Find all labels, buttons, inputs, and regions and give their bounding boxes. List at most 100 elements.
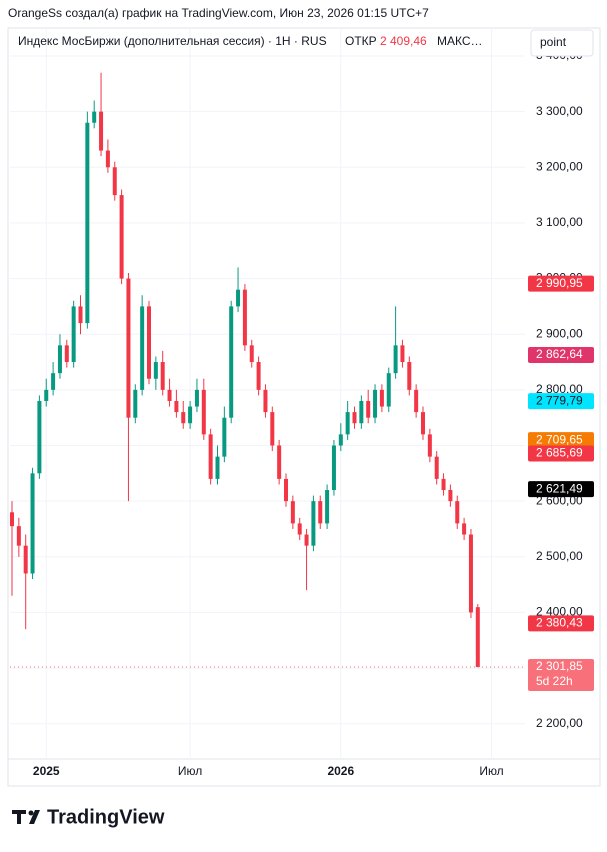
y-tick-label: 2 500,00 [536,549,583,563]
price-badge-label: 2 990,95 [536,276,583,290]
y-tick-label: 3 100,00 [536,215,583,229]
candle-body [304,534,309,546]
price-badge [528,275,594,292]
candle-body [188,406,193,424]
candle-body [366,400,371,418]
candle-body [64,345,69,363]
candle-body [414,389,419,413]
price-badge-label: 2 779,79 [536,393,583,407]
candle-body [331,445,336,491]
candle-body [475,607,480,668]
price-badge [528,393,594,410]
candle-body [318,501,323,524]
candle-body [147,306,151,379]
candle-body [85,122,90,324]
x-tick-label: 2026 [327,764,354,778]
candle-body [345,412,350,435]
x-tick-label: Июл [178,764,202,778]
candle-body [181,412,186,424]
candle-body [325,490,330,524]
candle-body [119,195,124,279]
candle-body [311,501,316,546]
y-tick-label: 3 200,00 [536,159,583,173]
y-tick-label: 3 300,00 [536,104,583,118]
candle-body [441,478,446,491]
candle-body [78,306,83,324]
point-button-label[interactable]: point [540,35,567,49]
candle-body [133,389,138,418]
price-badge [528,615,594,632]
candle-body [23,545,28,574]
candle-body [37,400,42,474]
brand-logo [12,810,40,824]
candle-body [99,111,104,151]
y-tick-label: 2 200,00 [536,716,583,730]
candle-body [270,412,275,446]
candle-body [208,434,213,479]
plot [10,72,525,668]
y-tick-label: 2 800,00 [536,382,583,396]
price-badge-label: 2 709,65 [536,432,583,446]
point-button[interactable] [530,29,594,57]
candle-body [277,445,282,479]
candle-body [290,501,295,524]
candle-body [462,523,467,535]
caption: OrangeSs создал(а) график на TradingView… [8,6,429,20]
candle-body [30,473,35,574]
price-badge [528,346,594,363]
price-badge-sub: 5d 22h [536,674,573,688]
candle-body [10,512,14,527]
candle-body [105,150,110,168]
candle-body [448,490,453,502]
candle-body [16,526,21,546]
candle-body [229,306,234,418]
candle-body [236,289,241,307]
candle-body [297,523,302,535]
open-value: 2 409,46 [380,34,427,48]
candle-body [359,400,364,424]
candle-body [140,306,145,390]
price-badge-label: 2 380,43 [536,615,583,629]
price-badge-label: 2 685,69 [536,446,583,460]
y-tick-label: 2 400,00 [536,605,583,619]
price-badge [528,432,594,449]
price-badge [528,659,594,692]
candle-body [352,412,357,424]
candle-body [386,373,391,407]
candle-body [373,389,378,418]
candle-body [338,434,343,446]
candle-body [427,434,432,457]
brand: TradingView [47,806,165,828]
high-label: МАКС… [437,34,483,48]
grid [10,28,525,759]
candle-body [242,289,247,346]
y-tick-label: 2 900,00 [536,326,583,340]
x-tick-label: 2025 [33,764,60,778]
candle-body [112,167,117,196]
candle-body [468,534,473,613]
price-badge-label: 2 862,64 [536,347,583,361]
candle-body [92,111,97,123]
candle-body [284,478,288,502]
candle-body [256,362,261,390]
candle-body [215,456,220,479]
candle-body [222,417,227,457]
candle-body [51,373,56,390]
candle-body [194,389,199,407]
candle-body [407,362,412,390]
open-label: ОТКР [345,34,377,48]
candle-body [174,400,179,413]
candle-body [393,345,398,374]
price-badge [528,481,594,498]
candle-body [249,345,254,363]
price-badge [528,445,594,462]
price-badge-label: 2 621,49 [536,481,583,495]
candle-body [167,389,172,401]
chart-frame [7,27,601,787]
candle-body [455,501,460,524]
price-axis: 2 200,002 300,002 400,002 500,002 600,00… [528,48,594,730]
candle-body [44,389,49,401]
candle-body [421,412,425,435]
